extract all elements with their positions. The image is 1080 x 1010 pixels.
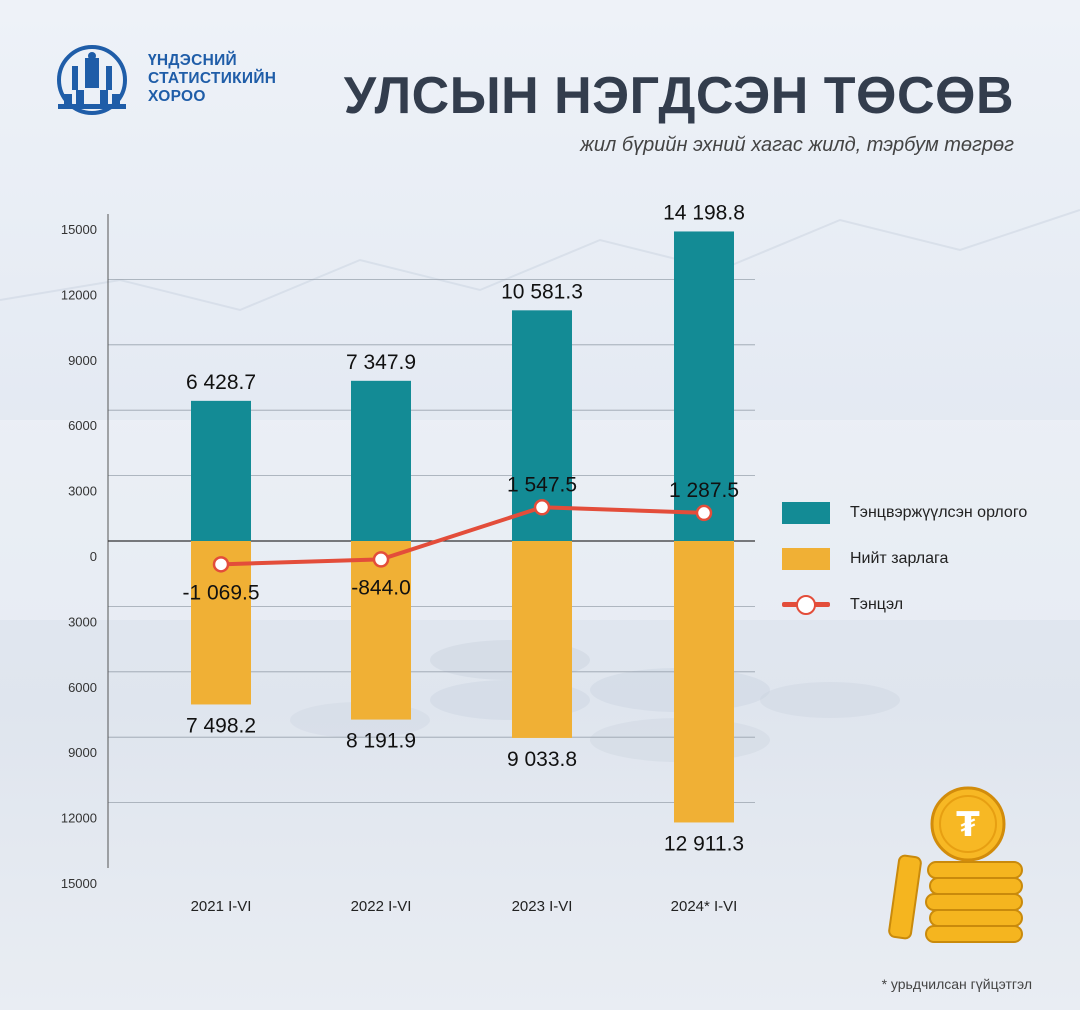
revenue-data-label: 14 198.8 bbox=[663, 201, 745, 224]
legend-label-expenditure: Нийт зарлага bbox=[850, 550, 949, 567]
y-tick-label: 15000 bbox=[61, 876, 97, 891]
chart-legend: Тэнцвэржүүлсэн орлого Нийт зарлага Тэнцэ… bbox=[782, 490, 1027, 628]
balance-point bbox=[533, 499, 551, 516]
x-category-label: 2021 I-VI bbox=[191, 898, 252, 915]
revenue-data-label: 7 347.9 bbox=[346, 351, 416, 374]
org-name-line-3: ХОРОО bbox=[148, 88, 206, 105]
tugrik-coin-icon: ₮ bbox=[888, 786, 1023, 943]
revenue-data-label: 6 428.7 bbox=[186, 371, 256, 394]
y-tick-label: 6000 bbox=[68, 680, 97, 695]
balance-line bbox=[212, 499, 713, 573]
page-subtitle: жил бүрийн эхний хагас жилд, тэрбум төгр… bbox=[580, 134, 1014, 156]
balance-point bbox=[695, 504, 713, 522]
legend-swatch-revenue bbox=[782, 502, 830, 524]
x-category-label: 2024* I-VI bbox=[671, 898, 738, 915]
balance-point bbox=[212, 556, 230, 573]
expenditure-bar bbox=[674, 541, 734, 823]
expenditure-bar bbox=[512, 541, 572, 738]
legend-label-balance: Тэнцэл bbox=[850, 596, 904, 613]
revenue-bar bbox=[351, 380, 411, 541]
bars bbox=[191, 231, 734, 823]
legend-item-balance: Тэнцэл bbox=[782, 582, 1027, 628]
svg-text:₮: ₮ bbox=[956, 805, 980, 845]
balance-data-label: -1 069.5 bbox=[182, 581, 259, 604]
y-tick-label: 6000 bbox=[68, 418, 97, 433]
balance-data-label: 1 287.5 bbox=[669, 479, 739, 502]
y-tick-label: 3000 bbox=[68, 614, 97, 629]
balance-line-path bbox=[220, 505, 705, 567]
expenditure-data-label: 9 033.8 bbox=[507, 748, 577, 771]
legend-swatch-expenditure bbox=[782, 548, 830, 570]
legend-item-revenue: Тэнцвэржүүлсэн орлого bbox=[782, 490, 1027, 536]
y-tick-label: 9000 bbox=[68, 353, 97, 368]
state-emblem-icon bbox=[57, 45, 127, 115]
y-tick-label: 3000 bbox=[68, 484, 97, 499]
revenue-bar bbox=[674, 231, 734, 541]
organization-name: ҮНДЭСНИЙ СТАТИСТИКИЙН ХОРОО bbox=[148, 52, 276, 106]
revenue-data-label: 10 581.3 bbox=[501, 280, 583, 303]
y-tick-label: 12000 bbox=[61, 287, 97, 302]
balance-data-label: -844.0 bbox=[351, 576, 411, 599]
legend-swatch-balance bbox=[782, 594, 830, 616]
page-title: УЛСЫН НЭГДСЭН ТӨСӨВ bbox=[343, 67, 1014, 125]
expenditure-data-label: 8 191.9 bbox=[346, 730, 416, 753]
y-tick-label: 12000 bbox=[61, 811, 97, 826]
revenue-bar bbox=[191, 400, 251, 541]
x-category-label: 2022 I-VI bbox=[351, 898, 412, 915]
expenditure-data-label: 12 911.3 bbox=[664, 832, 744, 855]
expenditure-data-label: 7 498.2 bbox=[186, 714, 256, 737]
balance-data-label: 1 547.5 bbox=[507, 473, 577, 496]
y-tick-label: 9000 bbox=[68, 745, 97, 760]
footnote: * урьдчилсан гүйцэтгэл bbox=[881, 976, 1032, 992]
org-name-line-2: СТАТИСТИКИЙН bbox=[148, 70, 277, 87]
legend-label-revenue: Тэнцвэржүүлсэн орлого bbox=[850, 504, 1028, 521]
x-category-label: 2023 I-VI bbox=[512, 898, 573, 915]
balance-point bbox=[372, 551, 390, 568]
expenditure-bar bbox=[351, 541, 411, 720]
y-axis: 15000 12000 9000 6000 3000 0 3000 6000 9000 12000… bbox=[61, 214, 755, 915]
state-emblem-logo bbox=[52, 44, 132, 116]
org-name-line-1: ҮНДЭСНИЙ bbox=[148, 52, 237, 69]
y-tick-label: 15000 bbox=[61, 222, 97, 237]
data-labels: 6 428.7 7 347.9 10 581.3 14 198.8 7 498.2 8 1… bbox=[182, 201, 744, 855]
y-tick-label: 0 bbox=[90, 549, 97, 564]
legend-item-expenditure: Нийт зарлага bbox=[782, 536, 1027, 582]
